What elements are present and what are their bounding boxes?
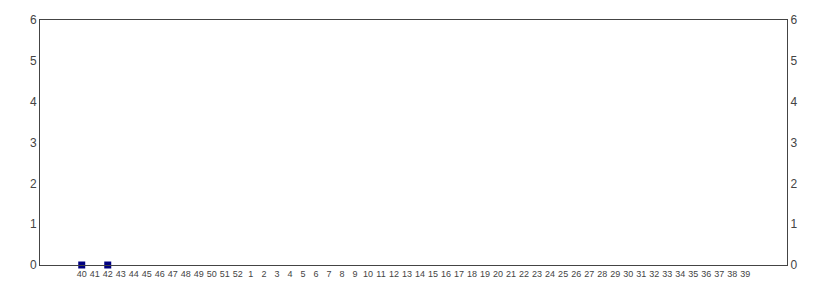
svg-text:1: 1 — [30, 217, 37, 231]
svg-text:25: 25 — [558, 269, 568, 279]
svg-text:10: 10 — [363, 269, 373, 279]
svg-text:5: 5 — [300, 269, 305, 279]
svg-text:4: 4 — [30, 95, 37, 109]
svg-text:0: 0 — [790, 258, 797, 272]
svg-text:5: 5 — [30, 54, 37, 68]
svg-text:28: 28 — [597, 269, 607, 279]
svg-text:41: 41 — [90, 269, 100, 279]
svg-text:19: 19 — [480, 269, 490, 279]
svg-text:7: 7 — [326, 269, 331, 279]
svg-text:37: 37 — [714, 269, 724, 279]
svg-text:42: 42 — [103, 269, 113, 279]
svg-text:43: 43 — [116, 269, 126, 279]
svg-text:8: 8 — [339, 269, 344, 279]
svg-text:22: 22 — [519, 269, 529, 279]
svg-text:9: 9 — [352, 269, 357, 279]
svg-text:33: 33 — [662, 269, 672, 279]
svg-text:32: 32 — [649, 269, 659, 279]
svg-text:47: 47 — [168, 269, 178, 279]
svg-text:27: 27 — [584, 269, 594, 279]
svg-text:6: 6 — [313, 269, 318, 279]
svg-text:24: 24 — [545, 269, 555, 279]
svg-text:5: 5 — [790, 54, 797, 68]
svg-text:3: 3 — [30, 136, 37, 150]
svg-text:16: 16 — [441, 269, 451, 279]
svg-text:2: 2 — [261, 269, 266, 279]
svg-text:11: 11 — [376, 269, 385, 279]
svg-text:29: 29 — [610, 269, 620, 279]
svg-text:38: 38 — [727, 269, 737, 279]
svg-text:50: 50 — [207, 269, 217, 279]
svg-text:18: 18 — [467, 269, 477, 279]
svg-text:51: 51 — [220, 269, 230, 279]
svg-text:44: 44 — [129, 269, 139, 279]
svg-text:3: 3 — [790, 136, 797, 150]
svg-text:14: 14 — [415, 269, 425, 279]
svg-text:1: 1 — [790, 217, 797, 231]
svg-text:6: 6 — [30, 13, 37, 27]
svg-text:12: 12 — [389, 269, 399, 279]
svg-text:30: 30 — [623, 269, 633, 279]
svg-text:4: 4 — [790, 95, 797, 109]
svg-text:2: 2 — [30, 177, 37, 191]
svg-text:40: 40 — [77, 269, 87, 279]
svg-text:3: 3 — [274, 269, 279, 279]
svg-text:49: 49 — [194, 269, 204, 279]
svg-text:26: 26 — [571, 269, 581, 279]
svg-text:6: 6 — [790, 13, 797, 27]
svg-text:34: 34 — [675, 269, 685, 279]
svg-text:46: 46 — [155, 269, 165, 279]
svg-text:1: 1 — [248, 269, 253, 279]
svg-text:52: 52 — [233, 269, 243, 279]
svg-text:21: 21 — [506, 269, 516, 279]
svg-text:15: 15 — [428, 269, 438, 279]
svg-text:4: 4 — [287, 269, 292, 279]
svg-text:31: 31 — [636, 269, 646, 279]
svg-text:35: 35 — [688, 269, 698, 279]
svg-text:48: 48 — [181, 269, 191, 279]
svg-text:17: 17 — [454, 269, 464, 279]
svg-text:36: 36 — [701, 269, 711, 279]
svg-text:13: 13 — [402, 269, 412, 279]
svg-text:0: 0 — [30, 258, 37, 272]
svg-text:23: 23 — [532, 269, 542, 279]
svg-text:39: 39 — [740, 269, 750, 279]
svg-text:2: 2 — [790, 177, 797, 191]
svg-text:45: 45 — [142, 269, 152, 279]
svg-text:20: 20 — [493, 269, 503, 279]
